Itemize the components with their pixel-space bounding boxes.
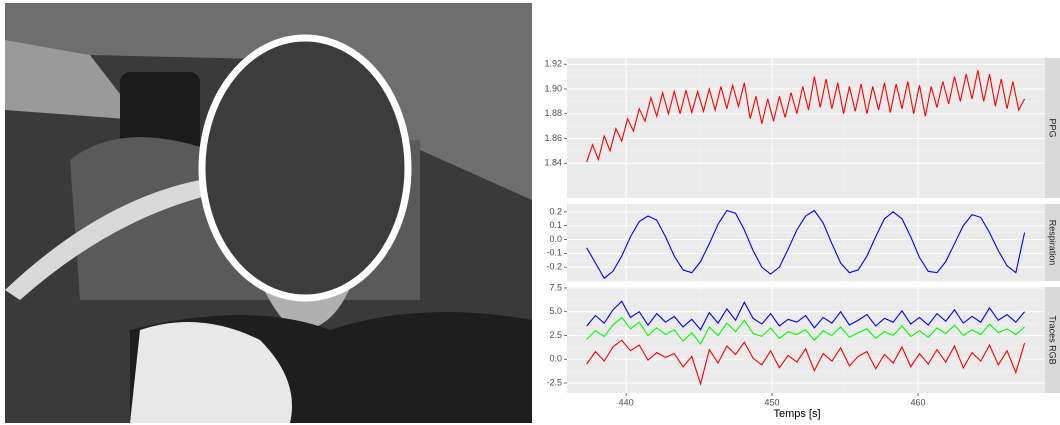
y-tick-label: 0.0 bbox=[549, 354, 562, 364]
y-tick-label: 1.88 bbox=[544, 108, 562, 118]
x-tick-label: 460 bbox=[911, 397, 926, 407]
chart: Temps [s] 1.84 1.86 1.88 1.90 1.92 PPG -0.2 -0.… bbox=[544, 58, 1060, 420]
wall bbox=[5, 3, 532, 200]
y-tick-label: 1.84 bbox=[544, 158, 562, 168]
line bbox=[586, 339, 1026, 386]
strip-background bbox=[1045, 287, 1060, 393]
x-axis-title: Temps [s] bbox=[773, 408, 820, 420]
y-tick-label: 7.5 bbox=[549, 282, 562, 292]
line bbox=[586, 70, 1026, 163]
cloth bbox=[130, 322, 292, 423]
face-mask bbox=[198, 34, 412, 302]
y-tick-label: 1.86 bbox=[544, 133, 562, 143]
y-tick-label: -0.1 bbox=[546, 248, 562, 258]
y-tick-label: 5.0 bbox=[549, 306, 562, 316]
panel-background bbox=[567, 287, 1045, 393]
y-tick-label: 0.2 bbox=[549, 206, 562, 216]
strip-label: Traces RGB bbox=[1048, 315, 1058, 364]
photo bbox=[5, 3, 532, 423]
x-tick-label: 450 bbox=[765, 397, 780, 407]
strip-label: PPG bbox=[1048, 118, 1058, 137]
line bbox=[586, 300, 1025, 331]
strip-background bbox=[1045, 204, 1060, 281]
y-tick-label: 0.0 bbox=[549, 234, 562, 244]
strip-background bbox=[1045, 58, 1060, 198]
y-tick-label: -0.2 bbox=[546, 262, 562, 272]
y-tick-label: 1.92 bbox=[544, 59, 562, 69]
strap bbox=[5, 180, 210, 300]
y-tick-label: 2.5 bbox=[549, 330, 562, 340]
panel-background bbox=[567, 58, 1045, 198]
line bbox=[586, 316, 1025, 346]
y-tick-label: 1.90 bbox=[544, 83, 562, 93]
strip-label: Respiration bbox=[1048, 220, 1058, 266]
y-tick-label: 0.1 bbox=[549, 220, 562, 230]
x-tick-label: 440 bbox=[619, 397, 634, 407]
surface bbox=[5, 40, 140, 120]
y-tick-label: -2.5 bbox=[546, 377, 562, 387]
line bbox=[586, 209, 1026, 280]
